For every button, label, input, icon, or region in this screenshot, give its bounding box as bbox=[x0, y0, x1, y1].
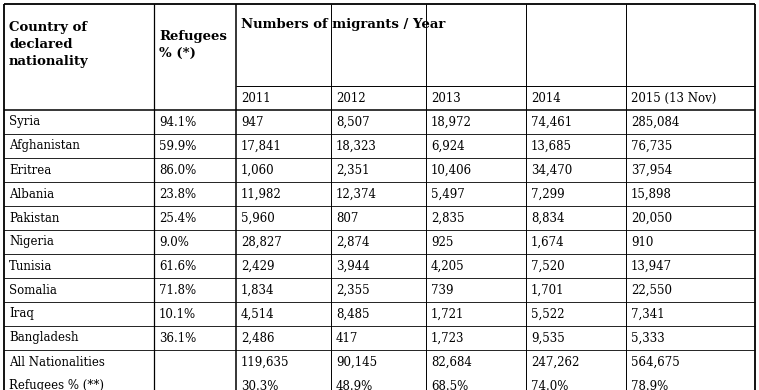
Text: 7,299: 7,299 bbox=[531, 188, 565, 200]
Text: 4,514: 4,514 bbox=[241, 307, 275, 321]
Text: Syria: Syria bbox=[9, 115, 40, 128]
Text: 1,701: 1,701 bbox=[531, 284, 565, 296]
Text: 9.0%: 9.0% bbox=[159, 236, 189, 248]
Text: 2,351: 2,351 bbox=[336, 163, 370, 177]
Text: 36.1%: 36.1% bbox=[159, 332, 197, 344]
Text: 3,944: 3,944 bbox=[336, 259, 370, 273]
Text: Iraq: Iraq bbox=[9, 307, 34, 321]
Text: 12,374: 12,374 bbox=[336, 188, 377, 200]
Text: 61.6%: 61.6% bbox=[159, 259, 197, 273]
Text: 94.1%: 94.1% bbox=[159, 115, 197, 128]
Text: 1,834: 1,834 bbox=[241, 284, 275, 296]
Text: 925: 925 bbox=[431, 236, 453, 248]
Text: 247,262: 247,262 bbox=[531, 356, 579, 369]
Text: 5,522: 5,522 bbox=[531, 307, 565, 321]
Text: 90,145: 90,145 bbox=[336, 356, 377, 369]
Text: 15,898: 15,898 bbox=[631, 188, 672, 200]
Text: 7,341: 7,341 bbox=[631, 307, 665, 321]
Text: 947: 947 bbox=[241, 115, 263, 128]
Text: Nigeria: Nigeria bbox=[9, 236, 54, 248]
Text: 739: 739 bbox=[431, 284, 453, 296]
Text: 18,972: 18,972 bbox=[431, 115, 472, 128]
Text: 13,685: 13,685 bbox=[531, 140, 572, 152]
Text: Eritrea: Eritrea bbox=[9, 163, 52, 177]
Text: 6,924: 6,924 bbox=[431, 140, 465, 152]
Text: 4,205: 4,205 bbox=[431, 259, 465, 273]
Text: 20,050: 20,050 bbox=[631, 211, 672, 225]
Text: Refugees
% (*): Refugees % (*) bbox=[159, 30, 227, 60]
Text: 1,060: 1,060 bbox=[241, 163, 275, 177]
Text: 2,355: 2,355 bbox=[336, 284, 370, 296]
Text: 2,429: 2,429 bbox=[241, 259, 275, 273]
Text: 2,486: 2,486 bbox=[241, 332, 275, 344]
Text: 76,735: 76,735 bbox=[631, 140, 672, 152]
Text: Somalia: Somalia bbox=[9, 284, 57, 296]
Text: 11,982: 11,982 bbox=[241, 188, 282, 200]
Text: 48.9%: 48.9% bbox=[336, 379, 373, 390]
Text: 68.5%: 68.5% bbox=[431, 379, 468, 390]
Text: 2011: 2011 bbox=[241, 92, 271, 105]
Text: 86.0%: 86.0% bbox=[159, 163, 197, 177]
Text: 82,684: 82,684 bbox=[431, 356, 472, 369]
Text: Pakistan: Pakistan bbox=[9, 211, 59, 225]
Text: 417: 417 bbox=[336, 332, 358, 344]
Text: 2013: 2013 bbox=[431, 92, 461, 105]
Text: 564,675: 564,675 bbox=[631, 356, 680, 369]
Text: 37,954: 37,954 bbox=[631, 163, 672, 177]
Text: 30.3%: 30.3% bbox=[241, 379, 279, 390]
Text: Tunisia: Tunisia bbox=[9, 259, 52, 273]
Text: 28,827: 28,827 bbox=[241, 236, 282, 248]
Text: Refugees % (**): Refugees % (**) bbox=[9, 379, 104, 390]
Text: 8,485: 8,485 bbox=[336, 307, 370, 321]
Text: 1,723: 1,723 bbox=[431, 332, 465, 344]
Text: Country of
declared
nationality: Country of declared nationality bbox=[9, 21, 89, 69]
Text: 23.8%: 23.8% bbox=[159, 188, 196, 200]
Text: 2015 (13 Nov): 2015 (13 Nov) bbox=[631, 92, 716, 105]
Text: 25.4%: 25.4% bbox=[159, 211, 197, 225]
Text: 5,333: 5,333 bbox=[631, 332, 665, 344]
Text: 2,835: 2,835 bbox=[431, 211, 465, 225]
Text: 807: 807 bbox=[336, 211, 358, 225]
Text: 59.9%: 59.9% bbox=[159, 140, 197, 152]
Text: 8,834: 8,834 bbox=[531, 211, 565, 225]
Text: 1,721: 1,721 bbox=[431, 307, 465, 321]
Text: 9,535: 9,535 bbox=[531, 332, 565, 344]
Text: Afghanistan: Afghanistan bbox=[9, 140, 80, 152]
Text: 7,520: 7,520 bbox=[531, 259, 565, 273]
Text: 10,406: 10,406 bbox=[431, 163, 472, 177]
Text: 17,841: 17,841 bbox=[241, 140, 282, 152]
Text: 13,947: 13,947 bbox=[631, 259, 672, 273]
Text: 2012: 2012 bbox=[336, 92, 366, 105]
Text: 5,960: 5,960 bbox=[241, 211, 275, 225]
Text: 2,874: 2,874 bbox=[336, 236, 370, 248]
Text: Bangladesh: Bangladesh bbox=[9, 332, 78, 344]
Text: 74,461: 74,461 bbox=[531, 115, 572, 128]
Text: 285,084: 285,084 bbox=[631, 115, 679, 128]
Text: 18,323: 18,323 bbox=[336, 140, 377, 152]
Text: All Nationalities: All Nationalities bbox=[9, 356, 105, 369]
Text: Numbers of migrants / Year: Numbers of migrants / Year bbox=[241, 18, 446, 31]
Text: 1,674: 1,674 bbox=[531, 236, 565, 248]
Text: 910: 910 bbox=[631, 236, 653, 248]
Text: 2014: 2014 bbox=[531, 92, 561, 105]
Text: 119,635: 119,635 bbox=[241, 356, 289, 369]
Text: 10.1%: 10.1% bbox=[159, 307, 196, 321]
Text: 34,470: 34,470 bbox=[531, 163, 572, 177]
Text: 71.8%: 71.8% bbox=[159, 284, 196, 296]
Text: 8,507: 8,507 bbox=[336, 115, 370, 128]
Text: 74.0%: 74.0% bbox=[531, 379, 568, 390]
Text: 78.9%: 78.9% bbox=[631, 379, 668, 390]
Text: 5,497: 5,497 bbox=[431, 188, 465, 200]
Text: Albania: Albania bbox=[9, 188, 54, 200]
Text: 22,550: 22,550 bbox=[631, 284, 672, 296]
